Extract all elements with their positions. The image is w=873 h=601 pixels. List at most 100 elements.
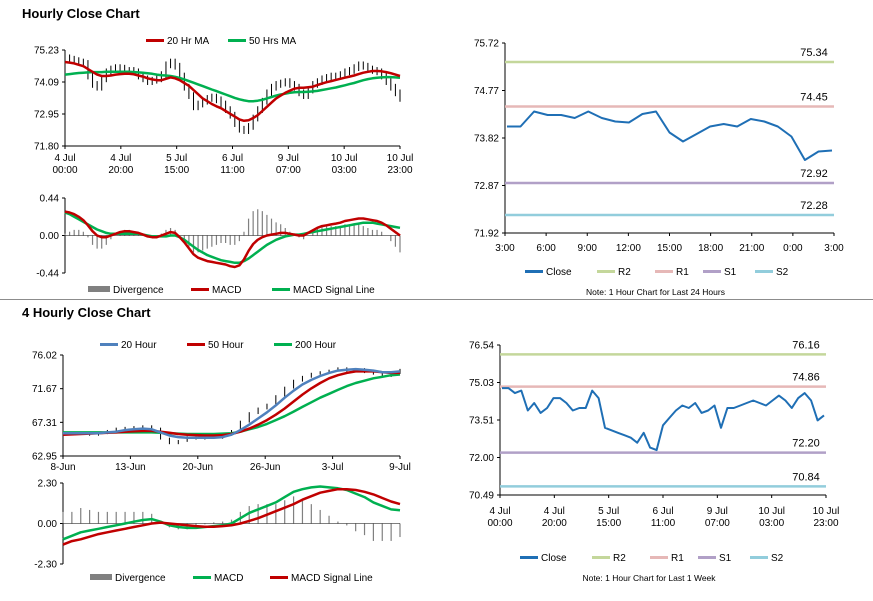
pivot-week-legend-close-label: Close [541,553,567,564]
four-hourly-price-x-tick-label: 13-Jun [115,462,146,473]
pivot-week-legend-r2-label: R2 [613,553,626,564]
four-hourly-price-x-tick-label: 3-Jul [322,462,344,473]
hourly-price-x-tick-time: 15:00 [164,165,189,176]
pivot-24h-y-tick-label: 73.82 [474,134,499,145]
hourly-price-x-tick-time: 07:00 [276,165,301,176]
legend-divergence-swatch [88,286,110,292]
hourly-price-y-tick-label: 72.95 [34,110,59,121]
pivot-week-legend-r1-label: R1 [671,553,684,564]
four-hourly-macd-y-tick-label: 2.30 [38,479,58,490]
pivot-24h-r1-value: 74.45 [800,92,828,104]
pivot-24h-x-tick-label: 18:00 [698,243,723,254]
pivot-week-r1-value: 74.86 [792,372,820,384]
pivot-week-y-tick-label: 70.49 [469,491,494,502]
four-hourly-price-x-tick-label: 8-Jun [50,462,75,473]
legend-divergence-label: Divergence [113,285,164,296]
hourly-macd-line [64,210,401,269]
hourly-macd-signal-line [64,211,401,265]
hourly-price-x-tick-time: 00:00 [52,165,77,176]
pivot-week-x-tick-time: 07:00 [705,518,730,529]
legend-macd-label: MACD [212,285,241,296]
hourly-price-x-tick-day: 4 Jul [110,153,131,164]
four-hourly-price-x-tick-label: 9-Jul [389,462,411,473]
pivot-week-x-tick-time: 23:00 [813,518,838,529]
pivot-week-s1-value: 72.20 [792,438,820,450]
hourly-ma20-line [64,60,401,123]
pivot-week-legend-s1-label: S1 [719,553,732,564]
section-divider [0,299,873,300]
pivot-24h-s1-value: 72.92 [800,168,828,180]
pivot-24h-legend-s1-label: S1 [724,267,737,278]
pivot-24h-r2-value: 75.34 [800,47,828,59]
pivot-week-y-tick-label: 73.51 [469,416,494,427]
pivot-24h-x-tick-label: 9:00 [578,243,598,254]
hourly-price-y-tick-label: 74.09 [34,78,59,89]
four-hourly-macd-y-tick-label: 0.00 [38,519,58,530]
legend-4h-divergence-swatch [90,574,112,580]
pivot-week-x-tick-time: 11:00 [651,518,676,529]
hourly-price-y-tick-label: 75.23 [34,46,59,57]
pivot-24h-x-tick-label: 0:00 [783,243,803,254]
four-hourly-macd-y-tick-label: -2.30 [34,560,57,571]
pivot-week-x-tick-time: 20:00 [542,518,567,529]
hourly-macd-y-tick-label: 0.44 [40,194,60,205]
pivot-week-x-tick-day: 4 Jul [544,506,565,517]
four-hourly-section-title: 4 Hourly Close Chart [22,305,151,320]
pivot-24h-legend-s2-label: S2 [776,267,789,278]
four-hourly-ma200-line [63,373,401,436]
four-hourly-ma20-line [63,367,401,440]
hourly-price-x-tick-day: 6 Jul [222,153,243,164]
pivot-24h-s2-value: 72.28 [800,200,828,212]
four-hourly-price-y-tick-label: 62.95 [32,452,57,463]
hourly-price-x-tick-day: 10 Jul [387,153,414,164]
legend-4h-divergence-label: Divergence [115,573,166,584]
four-hourly-macd-signal-line [62,487,401,546]
hourly-macd-y-tick-label: 0.00 [40,231,60,242]
hourly-price-x-tick-day: 4 Jul [54,153,75,164]
pivot-24h-x-tick-label: 21:00 [739,243,764,254]
pivot-week-y-tick-label: 76.54 [469,341,494,352]
pivot-week-y-tick-label: 72.00 [469,453,494,464]
legend-20hr-ma-label: 20 Hr MA [167,36,210,47]
pivot-week-x-tick-day: 5 Jul [598,506,619,517]
legend-200-hour-label: 200 Hour [295,340,337,351]
pivot-24h-legend-r1-label: R1 [676,267,689,278]
pivot-24h-x-tick-label: 3:00 [824,243,844,254]
hourly-price-y-tick-label: 71.80 [34,142,59,153]
pivot-week-x-tick-day: 10 Jul [813,506,840,517]
pivot-week-close-line [502,387,825,452]
pivot-week-r2-value: 76.16 [792,339,820,351]
hourly-price-x-tick-day: 9 Jul [278,153,299,164]
pivot-24h-y-tick-label: 74.77 [474,86,499,97]
hourly-section-title: Hourly Close Chart [22,6,140,21]
hourly-price-x-tick-time: 03:00 [332,165,357,176]
pivot-24h-close-line [507,110,833,161]
hourly-ma50-line [64,70,401,103]
four-hourly-price-y-tick-label: 67.31 [32,418,57,429]
pivot-24h-y-tick-label: 72.87 [474,181,499,192]
hourly-price-x-tick-time: 11:00 [220,165,245,176]
four-hourly-price-x-tick-label: 26-Jun [250,462,281,473]
pivot-week-y-tick-label: 75.03 [469,378,494,389]
legend-4h-macd-label: MACD [214,573,243,584]
hourly-price-x-tick-day: 5 Jul [166,153,187,164]
pivot-week-x-tick-day: 6 Jul [652,506,673,517]
pivot-24h-legend-close-label: Close [546,267,572,278]
pivot-24h-x-tick-label: 6:00 [536,243,556,254]
pivot-week-note: Note: 1 Hour Chart for Last 1 Week [582,573,716,583]
pivot-week-x-tick-day: 10 Jul [758,506,785,517]
pivot-week-x-tick-day: 9 Jul [707,506,728,517]
pivot-24h-legend-r2-label: R2 [618,267,631,278]
pivot-week-s2-value: 70.84 [792,471,820,483]
pivot-week-legend-s2-label: S2 [771,553,784,564]
hourly-price-x-tick-time: 23:00 [387,165,412,176]
legend-20-hour-label: 20 Hour [121,340,157,351]
pivot-24h-x-tick-label: 12:00 [616,243,641,254]
pivot-week-x-tick-day: 4 Jul [489,506,510,517]
legend-macd-signal-label: MACD Signal Line [293,285,375,296]
four-hourly-price-y-tick-label: 71.67 [32,384,57,395]
pivot-week-x-tick-time: 15:00 [596,518,621,529]
legend-4h-macd-signal-label: MACD Signal Line [291,573,373,584]
pivot-24h-note: Note: 1 Hour Chart for Last 24 Hours [586,287,725,297]
four-hourly-ma50-line [62,370,400,437]
